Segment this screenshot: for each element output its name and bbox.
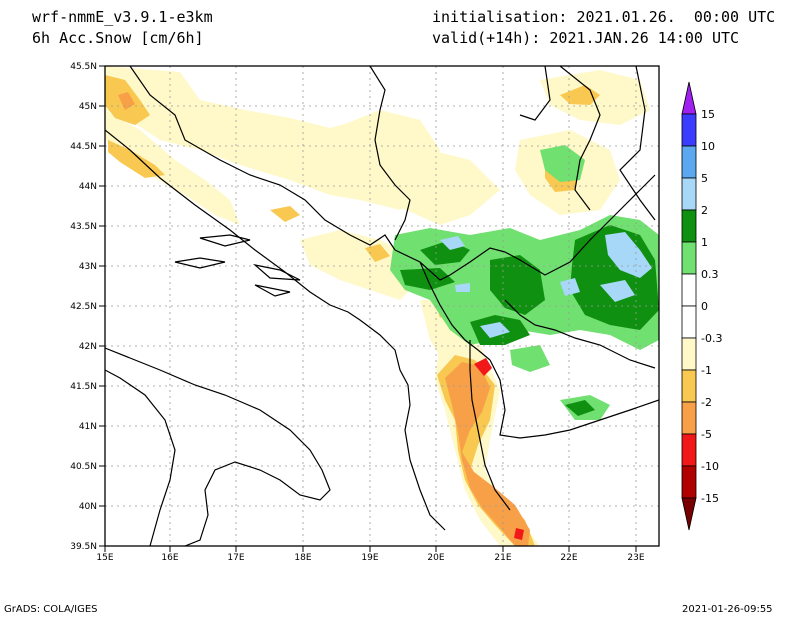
snow-loss-severe bbox=[474, 358, 524, 540]
model-title: wrf-nmmE_v3.9.1-e3km bbox=[32, 8, 213, 26]
colorbar-label: 5 bbox=[701, 172, 708, 185]
lat-labels: 45.5N 45N 44.5N 44N 43.5N 43N 42.5N 42N … bbox=[70, 62, 97, 552]
lat-label: 45N bbox=[79, 102, 97, 112]
colorbar-label: 0.3 bbox=[701, 268, 719, 281]
lon-label: 20E bbox=[427, 553, 444, 563]
lat-label: 44.5N bbox=[70, 142, 97, 152]
lon-label: 18E bbox=[294, 553, 311, 563]
lon-label: 17E bbox=[227, 553, 244, 563]
lon-label: 19E bbox=[361, 553, 378, 563]
snow-field bbox=[105, 66, 659, 546]
field-title: 6h Acc.Snow [cm/6h] bbox=[32, 29, 204, 47]
colorbar-label: -15 bbox=[701, 492, 719, 505]
colorbar-segment bbox=[681, 337, 697, 371]
render-timestamp: 2021-01-26-09:55 bbox=[682, 604, 773, 615]
colorbar-label: -5 bbox=[701, 428, 712, 441]
colorbar: 15 10 5 2 1 0.3 0 -0.3 -1 -2 -5 -10 -15 bbox=[681, 81, 722, 531]
axis-ticks bbox=[99, 65, 637, 552]
colorbar-label: 15 bbox=[701, 108, 715, 121]
lat-label: 41.5N bbox=[70, 382, 97, 392]
snow-loss-strong bbox=[118, 92, 530, 546]
lon-label: 23E bbox=[627, 553, 644, 563]
lat-label: 42.5N bbox=[70, 302, 97, 312]
lat-label: 40N bbox=[79, 502, 97, 512]
colorbar-segment bbox=[681, 369, 697, 403]
init-time: initialisation: 2021.01.26. 00:00 UTC bbox=[432, 8, 776, 26]
colorbar-segment bbox=[681, 433, 697, 467]
coastlines-borders bbox=[105, 66, 659, 546]
colorbar-segment bbox=[681, 305, 697, 339]
lat-label: 44N bbox=[79, 182, 97, 192]
colorbar-segment bbox=[681, 145, 697, 179]
colorbar-top-arrow bbox=[681, 81, 697, 115]
grads-credit: GrADS: COLA/IGES bbox=[4, 604, 98, 615]
colorbar-segment bbox=[681, 209, 697, 243]
lon-label: 22E bbox=[560, 553, 577, 563]
colorbar-label: -2 bbox=[701, 396, 712, 409]
lat-label: 41N bbox=[79, 422, 97, 432]
colorbar-label: 1 bbox=[701, 236, 708, 249]
colorbar-segment bbox=[681, 113, 697, 147]
lon-label: 15E bbox=[96, 553, 113, 563]
colorbar-bottom-arrow bbox=[681, 497, 697, 531]
colorbar-segment bbox=[681, 465, 697, 499]
colorbar-segment bbox=[681, 177, 697, 211]
colorbar-label: -0.3 bbox=[701, 332, 722, 345]
lat-label: 42N bbox=[79, 342, 97, 352]
snow-gain-strong bbox=[440, 232, 652, 338]
lat-label: 43.5N bbox=[70, 222, 97, 232]
colorbar-label: 2 bbox=[701, 204, 708, 217]
lat-label: 39.5N bbox=[70, 542, 97, 552]
colorbar-label: 10 bbox=[701, 140, 715, 153]
colorbar-label: 0 bbox=[701, 300, 708, 313]
lon-label: 16E bbox=[161, 553, 178, 563]
lat-label: 45.5N bbox=[70, 62, 97, 72]
lat-label: 43N bbox=[79, 262, 97, 272]
colorbar-label: -1 bbox=[701, 364, 712, 377]
lat-label: 40.5N bbox=[70, 462, 97, 472]
colorbar-segment bbox=[681, 273, 697, 307]
valid-time: valid(+14h): 2021.JAN.26 14:00 UTC bbox=[432, 29, 740, 47]
graticule bbox=[105, 66, 659, 546]
colorbar-segment bbox=[681, 401, 697, 435]
colorbar-label: -10 bbox=[701, 460, 719, 473]
colorbar-labels: 15 10 5 2 1 0.3 0 -0.3 -1 -2 -5 -10 -15 bbox=[701, 108, 722, 505]
colorbar-segment bbox=[681, 241, 697, 275]
lon-labels: 15E 16E 17E 18E 19E 20E 21E 22E 23E bbox=[96, 553, 644, 563]
lon-label: 21E bbox=[494, 553, 511, 563]
